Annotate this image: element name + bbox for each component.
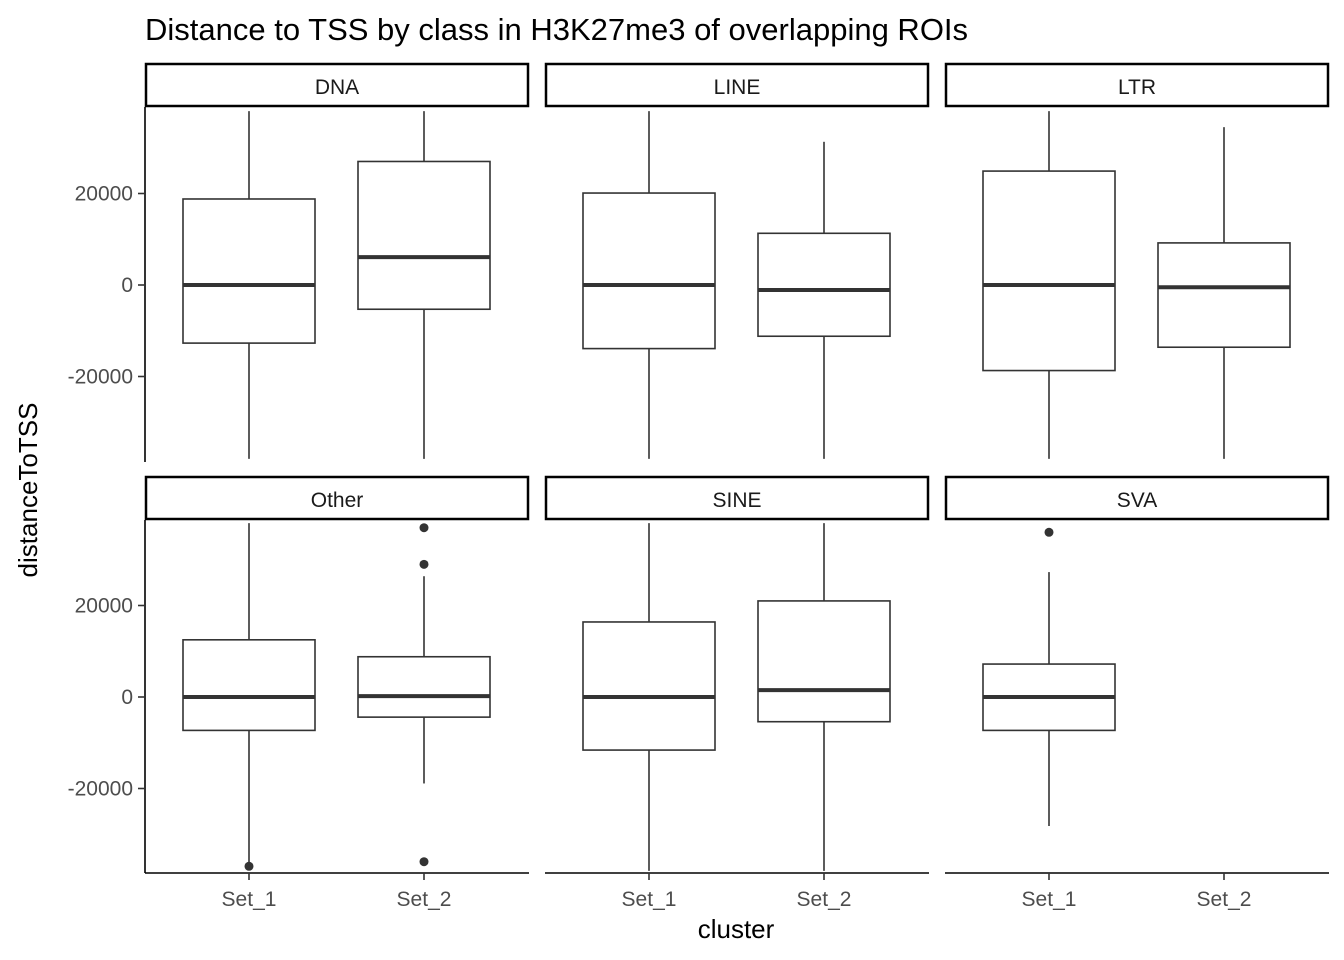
outlier-point — [419, 857, 429, 867]
y-tick-label: -20000 — [68, 778, 133, 801]
y-tick-label: 20000 — [75, 183, 133, 206]
chart-title: Distance to TSS by class in H3K27me3 of … — [145, 12, 968, 47]
facet-panel-sva: SVA — [944, 475, 1330, 827]
facet-strip-label: LTR — [1118, 76, 1156, 99]
facet-panel-dna: DNA — [144, 62, 530, 459]
facet-strip-label: SVA — [1117, 489, 1157, 512]
outlier-point — [419, 559, 429, 569]
x-axes: Set_1 Set_2 Set_1 Set_2 Set_1 Set_2 — [145, 872, 1329, 911]
x-tick-label: Set_1 — [222, 888, 277, 911]
y-axes: -20000 0 20000 -20000 0 20000 — [68, 107, 146, 873]
box — [757, 600, 891, 723]
boxplot-set-1 — [582, 111, 716, 459]
boxplot-set-1 — [582, 523, 716, 871]
facet-strip-label: Other — [311, 489, 364, 512]
boxplot-set-1 — [982, 111, 1116, 459]
boxplot-set-2 — [757, 141, 891, 459]
facet-panel-other: Other — [144, 475, 530, 871]
outlier-point — [1044, 527, 1054, 537]
facet-strip — [944, 62, 1330, 108]
boxplot-set-1 — [182, 523, 316, 871]
y-tick-label: 0 — [121, 686, 133, 709]
boxplot-set-2 — [357, 111, 491, 459]
facet-strip — [144, 475, 530, 521]
facet-panel-ltr: LTR — [944, 62, 1330, 459]
outlier-point — [419, 523, 429, 533]
facet-panels: DNA LINE LTR Other SINE SVA — [144, 62, 1330, 871]
x-tick-label: Set_1 — [1022, 888, 1077, 911]
boxplot-set-2 — [757, 523, 891, 871]
boxplot-set-1 — [182, 111, 316, 459]
box — [1157, 242, 1291, 349]
x-tick-label: Set_2 — [397, 888, 452, 911]
x-tick-label: Set_1 — [622, 888, 677, 911]
box — [757, 232, 891, 338]
x-tick-label: Set_2 — [1197, 888, 1252, 911]
box — [182, 639, 316, 732]
box — [357, 160, 491, 311]
facet-strip-label: DNA — [315, 76, 359, 99]
facet-panel-line: LINE — [544, 62, 930, 459]
facet-strip-label: SINE — [712, 489, 761, 512]
box — [357, 655, 491, 718]
box — [982, 170, 1116, 372]
y-axis-title: distanceToTSS — [13, 403, 43, 578]
y-tick-label: 0 — [121, 274, 133, 297]
box — [582, 621, 716, 751]
facet-strip-label: LINE — [714, 76, 761, 99]
boxplot-set-1 — [982, 527, 1116, 827]
box — [182, 198, 316, 344]
box — [582, 192, 716, 350]
facet-strip — [944, 475, 1330, 521]
boxplot-set-2 — [357, 523, 491, 867]
boxplot-set-2 — [1157, 127, 1291, 459]
facet-panel-sine: SINE — [544, 475, 930, 871]
y-tick-label: 20000 — [75, 595, 133, 618]
outlier-point — [244, 861, 254, 871]
facet-strip — [144, 62, 530, 108]
x-tick-label: Set_2 — [797, 888, 852, 911]
facet-strip — [544, 475, 930, 521]
x-axis-title: cluster — [698, 914, 775, 944]
y-tick-label: -20000 — [68, 366, 133, 389]
facet-strip — [544, 62, 930, 108]
